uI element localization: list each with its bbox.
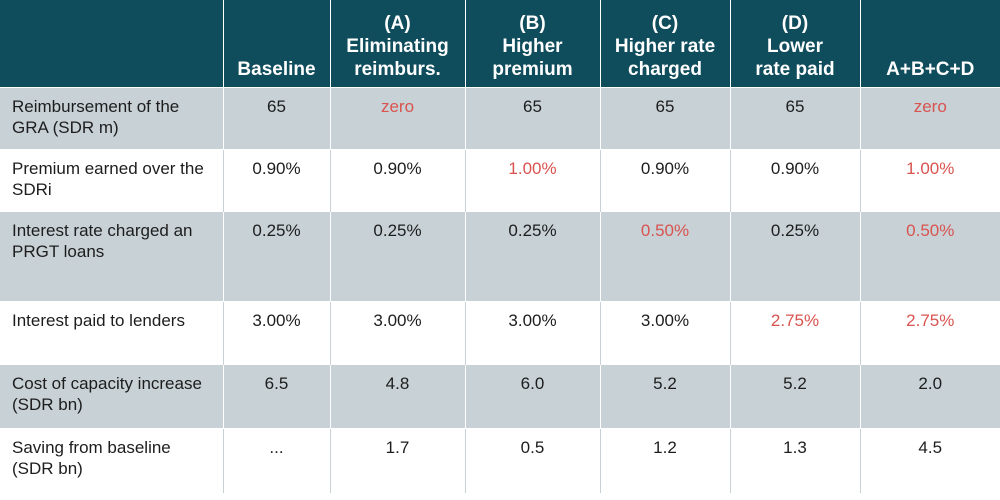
cell-c: 0.90% — [599, 148, 730, 211]
cell-a: 0.25% — [329, 210, 465, 301]
header-a-line1: Eliminating — [346, 35, 449, 57]
cell-a: 1.7 — [329, 427, 465, 493]
header-d-line2: rate paid — [755, 58, 835, 80]
table-row: Cost of capacity increase (SDR bn) 6.5 4… — [0, 363, 1000, 428]
cell-b: 0.5 — [464, 427, 600, 493]
cell-baseline: 6.5 — [222, 363, 330, 428]
header-a-line2: reimburs. — [354, 58, 441, 80]
cell-d: 2.75% — [729, 300, 860, 364]
cell-d: 1.3 — [729, 427, 860, 493]
cell-a: 4.8 — [329, 363, 465, 428]
header-a-letter: (A) — [384, 12, 411, 34]
row-label: Reimbursement of the GRA (SDR m) — [0, 86, 223, 149]
header-c-letter: (C) — [651, 12, 679, 34]
cell-d: 0.90% — [729, 148, 860, 211]
cell-baseline: ... — [222, 427, 330, 493]
row-label: Interest paid to lenders — [0, 300, 223, 364]
row-label: Interest rate charged an PRGT loans — [0, 210, 223, 301]
row-label: Premium earned over the SDRi — [0, 148, 223, 211]
cell-a: 3.00% — [329, 300, 465, 364]
table-row: Reimbursement of the GRA (SDR m) 65 zero… — [0, 86, 1000, 149]
header-combined: A+B+C+D — [859, 0, 1000, 87]
cell-baseline: 0.90% — [222, 148, 330, 211]
cell-b: 0.25% — [464, 210, 600, 301]
header-c-line1: Higher rate — [614, 35, 716, 57]
header-row: Baseline (A) Eliminating reimburs. (B) H… — [0, 0, 1000, 87]
header-b: (B) Higher premium — [464, 0, 600, 87]
table-row: Saving from baseline (SDR bn) ... 1.7 0.… — [0, 427, 1000, 493]
cell-c: 0.50% — [599, 210, 730, 301]
header-a: (A) Eliminating reimburs. — [329, 0, 465, 87]
cell-d: 65 — [729, 86, 860, 149]
row-label: Cost of capacity increase (SDR bn) — [0, 363, 223, 428]
header-blank — [0, 0, 223, 87]
cell-c: 3.00% — [599, 300, 730, 364]
cell-a: zero — [329, 86, 465, 149]
cell-c: 1.2 — [599, 427, 730, 493]
header-b-line2: premium — [492, 58, 573, 80]
cell-b: 3.00% — [464, 300, 600, 364]
cell-c: 65 — [599, 86, 730, 149]
table-row: Interest paid to lenders 3.00% 3.00% 3.0… — [0, 300, 1000, 364]
row-label: Saving from baseline (SDR bn) — [0, 427, 223, 493]
cell-combined: 2.0 — [859, 363, 1000, 428]
cell-baseline: 65 — [222, 86, 330, 149]
table-row: Premium earned over the SDRi 0.90% 0.90%… — [0, 148, 1000, 211]
header-b-line1: Higher — [502, 35, 563, 57]
cell-combined: 4.5 — [859, 427, 1000, 493]
header-c-line2: charged — [628, 58, 702, 80]
cell-d: 5.2 — [729, 363, 860, 428]
cell-d: 0.25% — [729, 210, 860, 301]
cell-a: 0.90% — [329, 148, 465, 211]
cell-b: 65 — [464, 86, 600, 149]
header-baseline: Baseline — [222, 0, 330, 87]
header-c: (C) Higher rate charged — [599, 0, 730, 87]
cell-combined: 1.00% — [859, 148, 1000, 211]
cell-c: 5.2 — [599, 363, 730, 428]
cell-b: 6.0 — [464, 363, 600, 428]
cell-combined: 0.50% — [859, 210, 1000, 301]
header-b-letter: (B) — [519, 12, 546, 34]
cell-combined: zero — [859, 86, 1000, 149]
header-d: (D) Lower rate paid — [729, 0, 860, 87]
cell-baseline: 0.25% — [222, 210, 330, 301]
header-d-line1: Lower — [767, 35, 823, 57]
table-row: Interest rate charged an PRGT loans 0.25… — [0, 210, 1000, 301]
cell-b: 1.00% — [464, 148, 600, 211]
header-d-letter: (D) — [781, 12, 809, 34]
cell-baseline: 3.00% — [222, 300, 330, 364]
cell-combined: 2.75% — [859, 300, 1000, 364]
